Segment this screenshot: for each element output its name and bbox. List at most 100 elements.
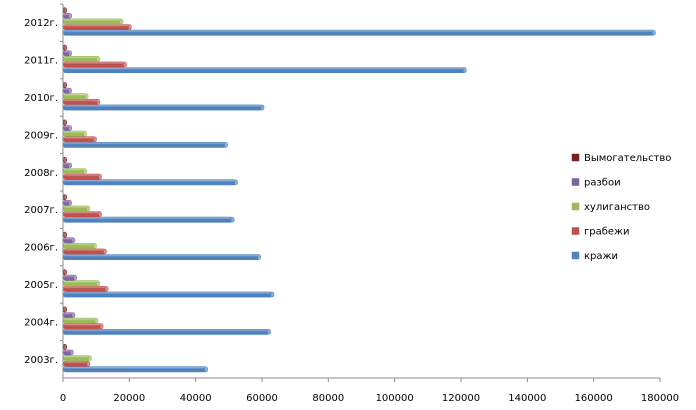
bar-cap-разбои-2004г. (71, 312, 76, 318)
y-tick-label-2009г.: 2009г. (24, 130, 58, 141)
bar-грабежи-2011г. (63, 61, 126, 68)
bar-хулиганство-2004г. (63, 317, 97, 324)
legend-swatch-хулиганство (571, 202, 580, 211)
bar-cap-грабежи-2004г. (99, 323, 104, 330)
legend-label-кражи: кражи (584, 251, 618, 262)
bar-кражи-2003г. (63, 366, 207, 373)
bar-cap-разбои-2007г. (68, 200, 72, 206)
bar-грабежи-2006г. (63, 248, 106, 255)
legend-label-грабежи: грабежи (584, 227, 630, 238)
y-tick-label-2004г.: 2004г. (24, 317, 58, 328)
bar-cap-Вымогательство-2004г. (63, 306, 68, 313)
legend-swatch-разбои (571, 178, 580, 186)
bar-cap-хулиганство-2004г. (94, 317, 99, 324)
bar-грабежи-2012г. (63, 24, 131, 30)
legend-label-Вымогательство: Вымогательство (584, 153, 671, 164)
bar-cap-Вымогательство-2012г. (63, 7, 68, 14)
legend-label-разбои: разбои (584, 178, 621, 189)
bar-cap-Вымогательство-2011г. (63, 44, 68, 51)
legend: Вымогательство разбои хулиганство грабежи кр… (571, 153, 671, 262)
bar-cap-грабежи-2006г. (103, 248, 107, 255)
x-tick-label-180000: 180000 (641, 393, 679, 404)
bar-хулиганство-2012г. (63, 18, 122, 25)
bar-cap-кражи-2008г. (234, 179, 238, 186)
y-tick-label-2006г.: 2006г. (24, 243, 58, 254)
bar-cap-хулиганство-2005г. (96, 280, 101, 287)
bar-кражи-2011г. (63, 67, 466, 73)
bar-хулиганство-2006г. (63, 243, 96, 249)
y-tick-label-2011г.: 2011г. (24, 56, 58, 67)
bar-cap-Вымогательство-2008г. (63, 157, 68, 163)
bar-хулиганство-2003г. (63, 355, 91, 361)
bar-кражи-2009г. (63, 142, 227, 148)
bar-cap-хулиганство-2003г. (88, 355, 92, 361)
bar-cap-Вымогательство-2009г. (63, 119, 68, 126)
x-tick-label-60000: 60000 (246, 393, 278, 404)
bar-кражи-2006г. (63, 254, 260, 260)
bar-cap-кражи-2003г. (204, 366, 208, 373)
bar-cap-разбои-2003г. (69, 349, 74, 356)
bar-грабежи-2004г. (63, 323, 102, 330)
bar-хулиганство-2010г. (63, 93, 88, 100)
y-tick-label-2007г.: 2007г. (24, 205, 58, 216)
legend-swatch-Вымогательство (571, 153, 580, 162)
bar-cap-хулиганство-2008г. (83, 168, 87, 174)
bar-cap-разбои-2005г. (73, 274, 77, 281)
bar-грабежи-2010г. (63, 99, 99, 105)
bar-грабежи-2007г. (63, 211, 101, 217)
bar-cap-хулиганство-2011г. (96, 56, 101, 62)
bar-cap-грабежи-2007г. (98, 211, 102, 217)
y-tick-label-2005г.: 2005г. (24, 280, 58, 291)
x-tick-label-160000: 160000 (575, 393, 613, 404)
x-tick-label-120000: 120000 (442, 393, 480, 404)
bar-cap-разбои-2008г. (68, 162, 72, 169)
bar-кражи-2004г. (63, 328, 270, 335)
bar-кражи-2010г. (63, 104, 263, 111)
bar-cap-хулиганство-2012г. (119, 18, 124, 25)
bar-cap-грабежи-2010г. (96, 99, 101, 105)
bar-кражи-2005г. (63, 291, 273, 298)
bars-layer (63, 7, 656, 373)
bar-хулиганство-2007г. (63, 205, 89, 212)
bar-cap-кражи-2005г. (270, 291, 275, 298)
bar-cap-Вымогательство-2003г. (63, 344, 68, 350)
bar-cap-Вымогательство-2006г. (63, 231, 68, 238)
bar-cap-кражи-2007г. (230, 216, 235, 223)
bar-cap-кражи-2006г. (257, 254, 262, 260)
bar-cap-грабежи-2003г. (86, 360, 91, 367)
bar-грабежи-2009г. (63, 136, 96, 143)
x-tick-label-80000: 80000 (312, 393, 344, 404)
legend-swatch-грабежи (571, 227, 580, 235)
x-tick-label-0: 0 (60, 393, 66, 404)
bar-грабежи-2008г. (63, 173, 101, 180)
x-tick-label-100000: 100000 (376, 393, 414, 404)
bar-cap-кражи-2010г. (260, 104, 265, 111)
bar-cap-кражи-2011г. (462, 67, 467, 73)
y-tick-label-2008г.: 2008г. (24, 168, 58, 179)
x-tick-label-40000: 40000 (180, 393, 212, 404)
bar-cap-разбои-2009г. (68, 125, 72, 131)
bar-cap-Вымогательство-2007г. (63, 194, 68, 201)
bar-cap-хулиганство-2009г. (83, 130, 87, 137)
bar-cap-Вымогательство-2010г. (63, 82, 68, 88)
axes-layer: 2003г. 2004г. 2005г. 2006г. 2007г. 2008г. 2009… (24, 3, 679, 404)
legend-label-хулиганство: хулиганство (584, 202, 650, 213)
bar-хулиганство-2009г. (63, 130, 86, 137)
bar-cap-грабежи-2005г. (104, 286, 109, 292)
bar-cap-разбои-2010г. (68, 87, 72, 94)
bar-cap-разбои-2011г. (68, 50, 72, 57)
bar-cap-грабежи-2008г. (98, 173, 102, 180)
bar-cap-грабежи-2011г. (123, 61, 127, 68)
bar-хулиганство-2008г. (63, 168, 86, 174)
bar-cap-грабежи-2009г. (93, 136, 97, 143)
bar-cap-кражи-2004г. (267, 329, 271, 335)
bar-cap-хулиганство-2007г. (86, 205, 91, 212)
bar-кражи-2012г. (63, 29, 655, 36)
bar-cap-кражи-2012г. (652, 29, 656, 36)
bar-хулиганство-2005г. (63, 280, 99, 287)
legend-swatch-кражи (571, 251, 580, 260)
bar-грабежи-2003г. (63, 360, 89, 367)
bar-cap-кражи-2009г. (224, 142, 228, 148)
bar-cap-хулиганство-2006г. (93, 243, 97, 249)
